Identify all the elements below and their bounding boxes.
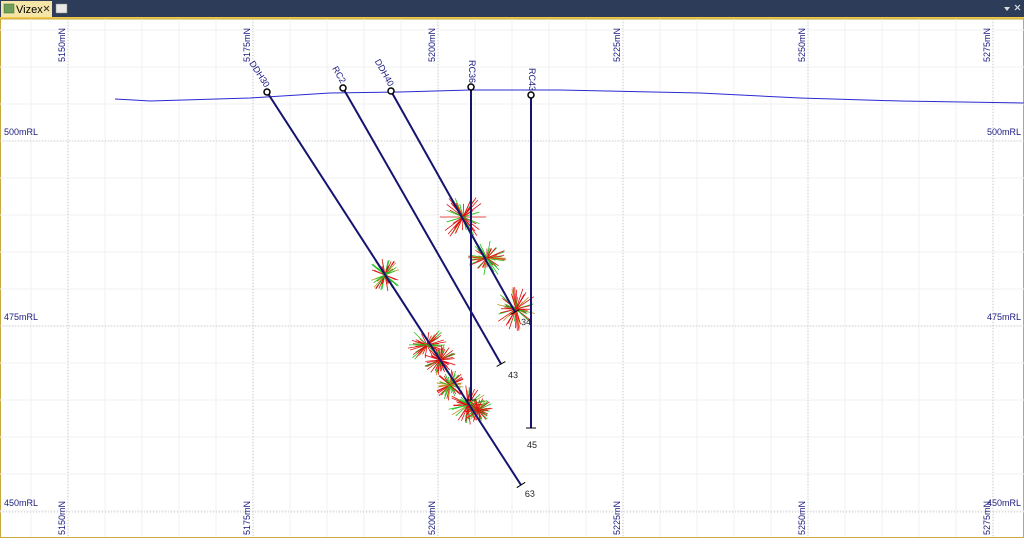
northing-label-bottom: 5225mN — [612, 501, 622, 535]
structure-tick — [511, 293, 521, 325]
hole-collar — [387, 87, 395, 95]
dropdown-arrow[interactable] — [1004, 7, 1010, 11]
tab-title: Vizex — [16, 4, 43, 16]
northing-label-top: 5150mN — [57, 28, 67, 62]
structure-measurements — [371, 197, 535, 425]
hole-depth-label: 63 — [525, 489, 536, 499]
northing-label-top: 5250mN — [797, 28, 807, 62]
hole-depth-label: 43 — [508, 370, 518, 380]
tab-underline — [0, 17, 1024, 19]
structure-tick — [475, 249, 499, 267]
folder-icon[interactable] — [55, 3, 68, 14]
hole-depth-label: 34 — [521, 317, 531, 327]
hole-depth-label: 45 — [527, 440, 537, 450]
hole-collar — [339, 84, 347, 92]
hole-end-tick — [496, 361, 506, 367]
hole-collar — [263, 88, 271, 96]
window-close[interactable] — [1014, 4, 1021, 11]
hole-name: RC36 — [467, 60, 477, 83]
northing-label-top: 5200mN — [427, 28, 437, 62]
northing-label-bottom: 5250mN — [797, 501, 807, 535]
hole-collar — [467, 83, 475, 91]
rl-label-right: 500mRL — [987, 127, 1021, 137]
hole-trace — [266, 91, 522, 486]
rl-label-left: 475mRL — [4, 312, 38, 322]
tab-icon — [3, 3, 15, 14]
hole-trace — [390, 90, 516, 313]
northing-label-bottom: 5150mN — [57, 501, 67, 535]
northing-label-bottom: 5275mN — [982, 501, 992, 535]
hole-end-tick — [510, 309, 520, 315]
rl-label-left: 500mRL — [4, 127, 38, 137]
hole-trace — [342, 87, 502, 365]
grid: 5150mN 5150mN 5175mN 5175mN 5200mN 5200mN 5225… — [0, 19, 1024, 537]
structure-tick — [439, 374, 461, 396]
northing-label-bottom: 5175mN — [242, 501, 252, 535]
hole-collar — [527, 91, 535, 99]
rl-label-right: 450mRL — [987, 498, 1021, 508]
rl-label-left: 450mRL — [4, 498, 38, 508]
rl-label-right: 475mRL — [987, 312, 1021, 322]
hole-end-tick — [516, 481, 526, 489]
structure-tick — [472, 398, 484, 422]
northing-label-top: 5275mN — [982, 28, 992, 62]
northing-label-bottom: 5200mN — [427, 501, 437, 535]
northing-label-top: 5225mN — [612, 28, 622, 62]
northing-label-top: 5175mN — [242, 28, 252, 62]
tab-bar — [0, 0, 1024, 17]
tab-close[interactable] — [43, 5, 50, 12]
hole-name: RC43 — [527, 68, 537, 91]
